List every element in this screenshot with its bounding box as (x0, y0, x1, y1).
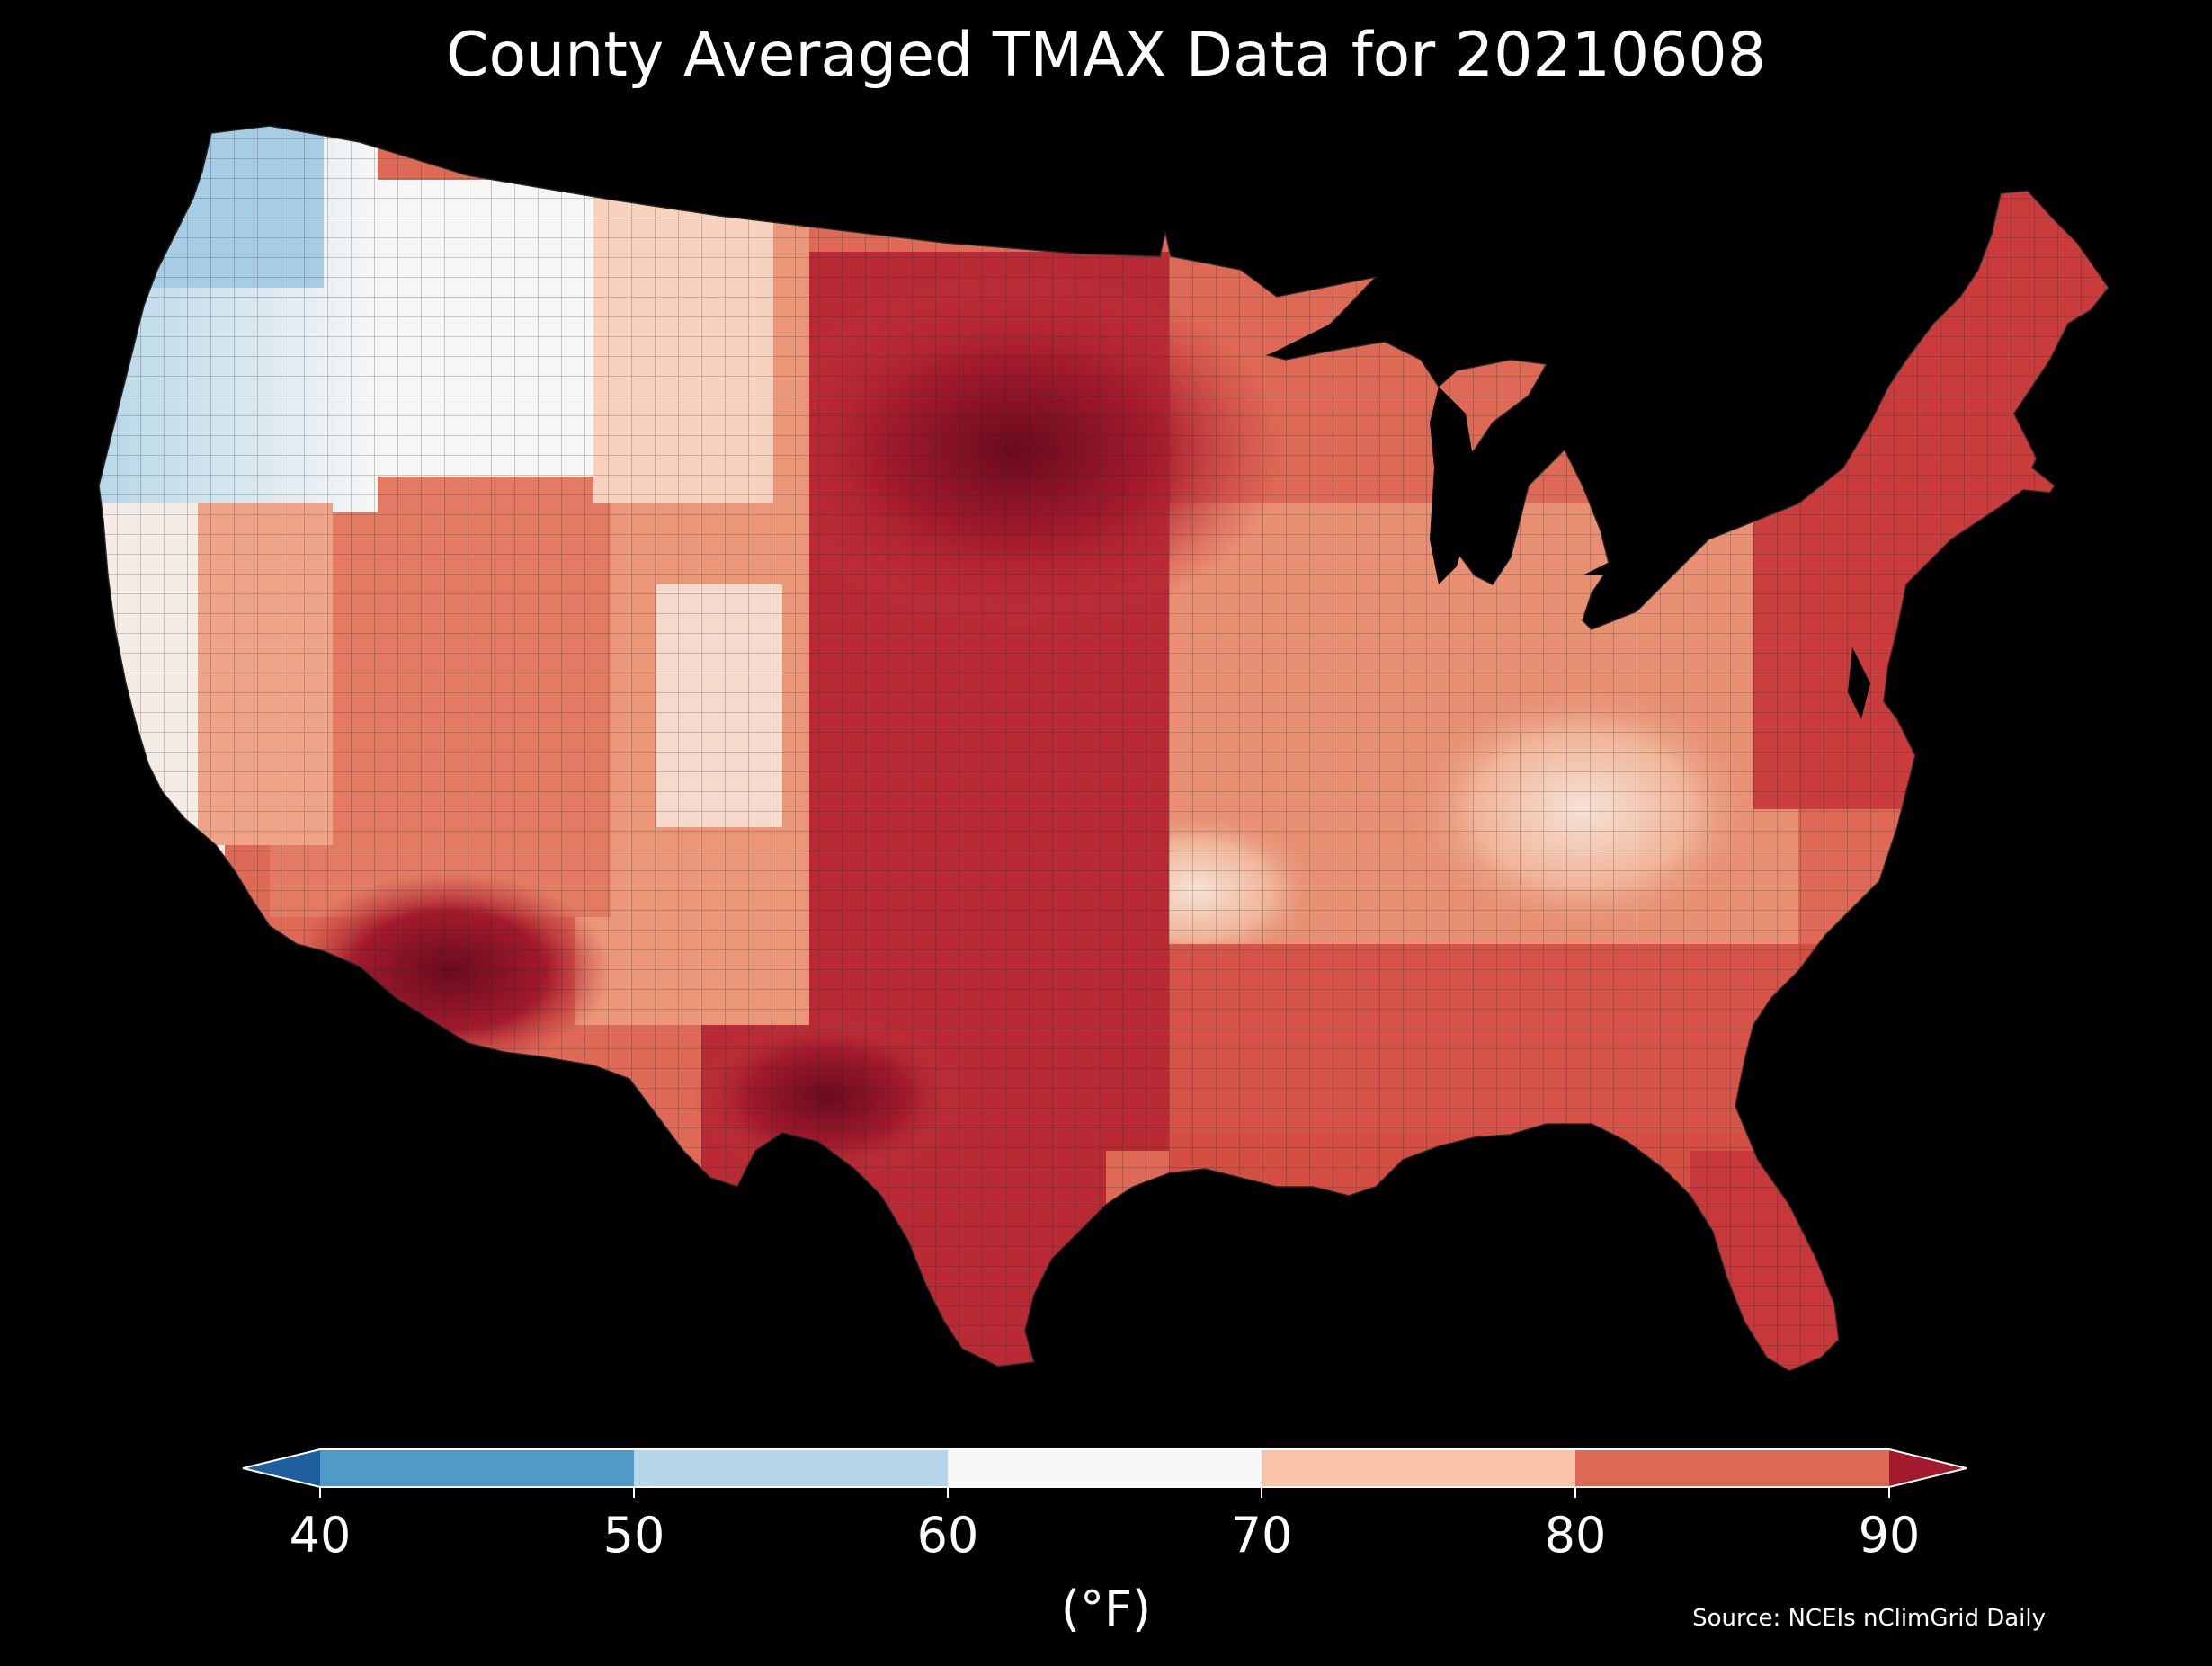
colorbar-over-arrow (1889, 1449, 1967, 1487)
colorbar-tick-label: 70 (1230, 1507, 1293, 1564)
colorbar-tick-label: 60 (916, 1507, 979, 1564)
colorbar-under-arrow (243, 1449, 320, 1487)
colorbar-tick-label: 40 (289, 1507, 352, 1564)
chesapeake-bay (1848, 647, 1870, 719)
great-lakes (1268, 306, 1870, 719)
colorbar-bin-50-60 (634, 1449, 948, 1487)
colorbar-bin-40-50 (320, 1449, 634, 1487)
colorbar-tick-label: 80 (1544, 1507, 1607, 1564)
colorbar-tick-label: 90 (1858, 1507, 1921, 1564)
colorbar-units-label: (°F) (1060, 1581, 1152, 1637)
lake-superior (1268, 306, 1389, 355)
lake-huron (1547, 378, 1601, 477)
colorbar-bin-70-80 (1262, 1449, 1575, 1487)
source-note: Source: NCEIs nClimGrid Daily (1692, 1605, 2046, 1632)
colorbar-bin-60-70 (948, 1449, 1262, 1487)
lake-erie (1583, 521, 1708, 575)
lake-michigan (1430, 387, 1475, 584)
colorbar-bin-80-90 (1575, 1449, 1889, 1487)
page-title: County Averaged TMAX Data for 20210608 (446, 20, 1766, 91)
colorbar-tick-label: 50 (602, 1507, 665, 1564)
lake-ontario (1762, 459, 1834, 496)
